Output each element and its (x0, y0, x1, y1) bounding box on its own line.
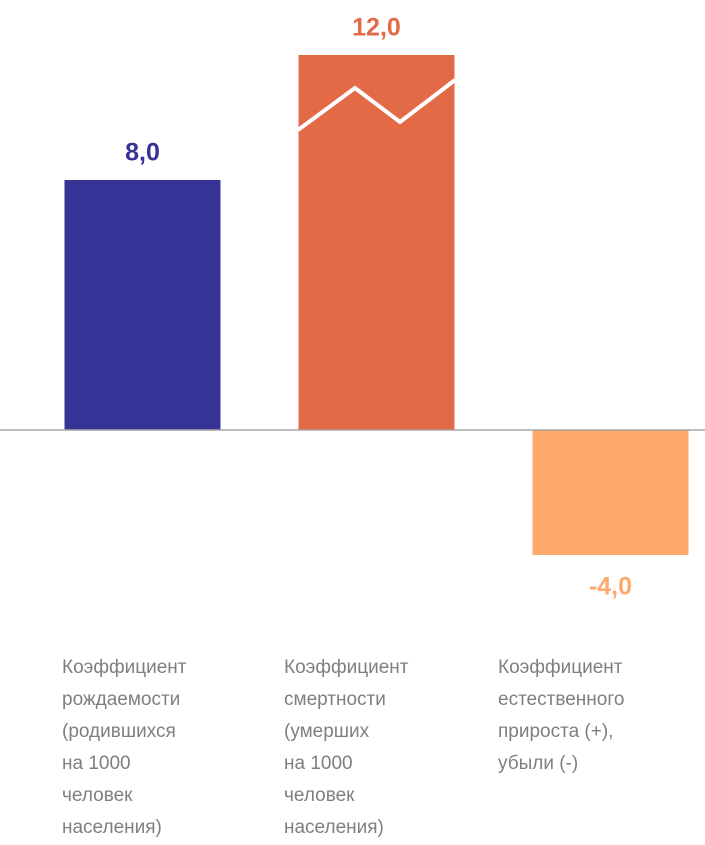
x-tick-label: смертности (284, 689, 386, 710)
value-label: -4,0 (589, 573, 632, 601)
x-tick-label: населения) (284, 817, 384, 838)
x-tick-label: Коэффициент (498, 657, 623, 678)
bar (298, 55, 455, 430)
x-tick-label: (умерших (284, 721, 370, 742)
x-tick-label: человек (62, 785, 133, 806)
x-tick-label: естественного (498, 689, 624, 710)
x-tick-label: Коэффициент (62, 657, 187, 678)
x-tick-label: рождаемости (62, 689, 180, 710)
x-tick-label: убыли (-) (498, 753, 578, 774)
x-tick-label: (родившихся (62, 721, 176, 742)
value-label: 8,0 (125, 139, 160, 167)
x-tick-label: на 1000 (62, 753, 131, 774)
value-label: 12,0 (352, 14, 401, 42)
x-tick-label: населения) (62, 817, 162, 838)
x-tick-label: Коэффициент (284, 657, 409, 678)
bar (532, 430, 689, 555)
x-tick-label: на 1000 (284, 753, 353, 774)
decoration-line (296, 78, 457, 132)
x-tick-label: прироста (+), (498, 721, 613, 742)
bar (64, 180, 221, 430)
x-tick-label: человек (284, 785, 355, 806)
